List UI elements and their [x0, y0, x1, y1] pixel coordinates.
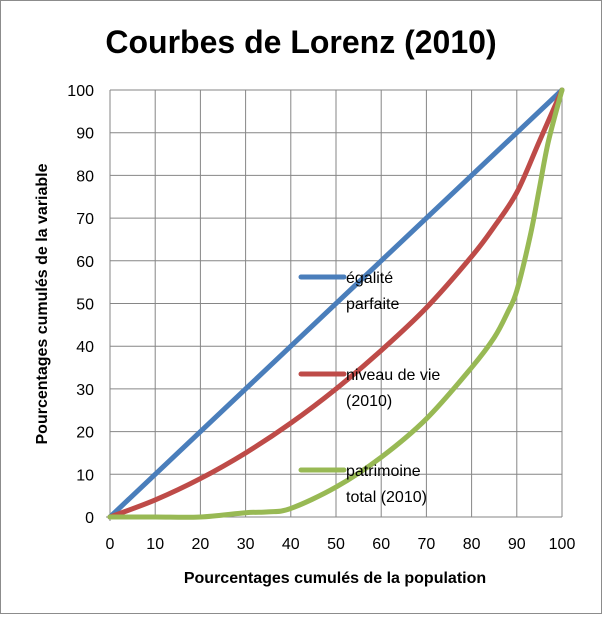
- y-tick-label: 70: [76, 211, 94, 228]
- x-tick-label: 10: [146, 536, 164, 553]
- tick-labels: 0 10 20 30 40 50 60 70 80 90 100 0 10 20 30 40 50 60 70 80 9…: [67, 83, 575, 553]
- x-tick-label: 90: [508, 536, 526, 553]
- series-line-patrimoine-total: [107, 87, 565, 520]
- y-tick-label: 40: [76, 339, 94, 356]
- legend-label: patrimoine: [346, 463, 421, 480]
- legend-label: total (2010): [346, 489, 427, 506]
- x-tick-label: 50: [327, 536, 345, 553]
- legend-label: égalité: [346, 270, 393, 287]
- legend-item-patrimoine-total: patrimoine total (2010): [298, 463, 427, 506]
- x-tick-label: 80: [463, 536, 481, 553]
- legend-label: (2010): [346, 393, 392, 410]
- series-line-niveau-de-vie: [107, 87, 565, 520]
- x-tick-label: 100: [549, 536, 576, 553]
- x-tick-label: 70: [418, 536, 436, 553]
- y-tick-label: 50: [76, 297, 94, 314]
- y-tick-label: 20: [76, 425, 94, 442]
- legend: égalité parfaite niveau de vie (2010) patrim…: [298, 270, 440, 506]
- x-tick-label: 40: [282, 536, 300, 553]
- x-tick-label: 0: [106, 536, 115, 553]
- y-tick-label: 80: [76, 168, 94, 185]
- y-tick-label: 10: [76, 467, 94, 484]
- series-line-egalite-parfaite: [107, 87, 565, 520]
- x-axis-title: Pourcentages cumulés de la population: [184, 570, 486, 587]
- y-tick-label: 60: [76, 254, 94, 271]
- legend-item-egalite-parfaite: égalité parfaite: [298, 270, 399, 313]
- x-tick-label: 20: [192, 536, 210, 553]
- legend-label: parfaite: [346, 296, 399, 313]
- legend-label: niveau de vie: [346, 367, 440, 384]
- y-tick-label: 100: [67, 83, 94, 100]
- chart-title: Courbes de Lorenz (2010): [105, 24, 496, 60]
- y-axis-title: Pourcentages cumulés de la variable: [34, 163, 51, 444]
- legend-item-niveau-de-vie: niveau de vie (2010): [298, 367, 440, 410]
- x-tick-label: 60: [372, 536, 390, 553]
- series-lines: [107, 87, 565, 520]
- y-tick-label: 0: [85, 510, 94, 527]
- y-tick-label: 90: [76, 126, 94, 143]
- x-tick-label: 30: [237, 536, 255, 553]
- y-tick-label: 30: [76, 382, 94, 399]
